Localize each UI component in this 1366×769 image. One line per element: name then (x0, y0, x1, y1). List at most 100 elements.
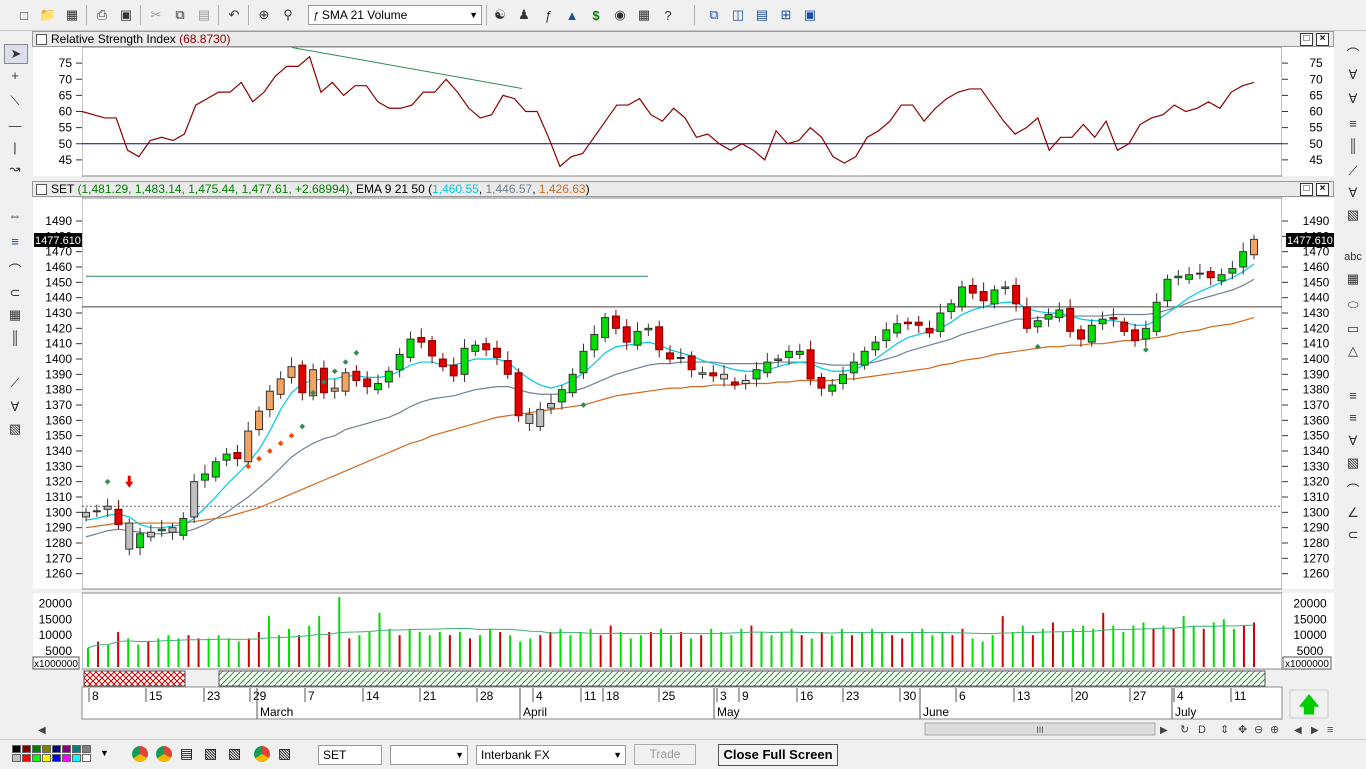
vertical-line-icon[interactable]: | (13, 139, 17, 155)
network-icon[interactable]: ▧ (204, 745, 218, 761)
candle[interactable] (298, 364, 307, 394)
trendline-tool-icon[interactable]: ⟍ (10, 93, 20, 108)
candle[interactable] (958, 286, 966, 308)
crosshair-icon[interactable]: ⊕ (258, 7, 270, 22)
fan-icon[interactable]: ∀ (10, 399, 20, 414)
andrews-icon[interactable]: ∀ (1348, 433, 1358, 448)
candle[interactable] (503, 360, 512, 375)
candle[interactable] (839, 373, 848, 385)
candle[interactable] (384, 370, 393, 383)
tile-grid-icon[interactable]: ⊞ (780, 7, 792, 22)
color-palette[interactable] (12, 745, 98, 763)
candle[interactable] (1044, 314, 1053, 320)
print-preview-icon[interactable]: ▣ (119, 7, 133, 22)
candle[interactable] (179, 517, 188, 536)
grid-icon[interactable]: ▦ (637, 7, 651, 22)
candle[interactable] (774, 358, 783, 362)
palette-swatch[interactable] (52, 754, 61, 762)
daily-period-icon[interactable]: D (1198, 724, 1206, 736)
candle[interactable] (1001, 286, 1010, 289)
candle[interactable] (287, 366, 296, 378)
browser-icon[interactable] (132, 746, 148, 762)
network-icon[interactable]: ▧ (278, 745, 292, 761)
binoculars-icon[interactable]: ◉ (614, 7, 626, 22)
fibonacci-icon[interactable]: ↝ (9, 161, 21, 176)
candle[interactable] (449, 364, 458, 377)
close-icon[interactable]: × (1316, 33, 1329, 46)
browser-icon[interactable] (156, 746, 172, 762)
candle[interactable] (914, 321, 923, 326)
candle[interactable] (157, 528, 166, 532)
palette-swatch[interactable] (42, 745, 51, 753)
candle[interactable] (1217, 274, 1226, 282)
horizontal-line-icon[interactable]: — (8, 117, 22, 133)
candle[interactable] (352, 370, 361, 381)
candle[interactable] (1066, 307, 1075, 332)
indicator-select[interactable]: ƒ SMA 21 Volume ▼ (308, 5, 482, 25)
fib-extension-icon[interactable]: ≡ (1349, 409, 1357, 425)
candle[interactable] (471, 344, 480, 352)
candle[interactable] (1195, 272, 1204, 275)
fan-lines-icon[interactable]: ∀ (1348, 67, 1358, 82)
crosshair-tool-icon[interactable]: + (11, 67, 19, 83)
palette-swatch[interactable] (82, 754, 91, 762)
candle[interactable] (330, 387, 339, 392)
candle[interactable] (1033, 320, 1042, 328)
palette-swatch[interactable] (42, 754, 51, 762)
candle[interactable] (1250, 238, 1258, 256)
scroll-thumb[interactable] (924, 722, 1156, 736)
candle[interactable] (82, 511, 90, 518)
candle[interactable] (363, 378, 372, 388)
candle[interactable] (276, 378, 285, 395)
palette-swatch[interactable] (72, 754, 81, 762)
candle[interactable] (1087, 324, 1096, 343)
candle[interactable] (903, 321, 912, 325)
ray-icon[interactable]: ⟋ (1348, 163, 1358, 178)
candle[interactable] (893, 323, 902, 334)
zoom-icon[interactable]: ⚲ (283, 7, 293, 22)
candle[interactable] (1239, 251, 1248, 268)
candle[interactable] (644, 327, 653, 331)
open-icon[interactable]: 📁 (39, 7, 57, 22)
vertical-zoom-icon[interactable]: ⇕ (1220, 724, 1229, 736)
candle[interactable] (395, 353, 404, 371)
candle[interactable] (601, 317, 610, 339)
indicator-icon[interactable]: ☯ (494, 7, 506, 22)
candle[interactable] (1109, 317, 1118, 320)
palette-swatch[interactable] (12, 745, 21, 753)
candle[interactable] (417, 337, 426, 343)
candle[interactable] (968, 284, 977, 294)
panel-menu-icon[interactable] (36, 184, 47, 195)
palette-swatch[interactable] (22, 754, 31, 762)
refresh-icon[interactable]: ↻ (1180, 724, 1189, 736)
wave-icon[interactable]: ⌒ (1346, 482, 1360, 498)
candle[interactable] (676, 356, 685, 359)
palette-swatch[interactable] (62, 745, 71, 753)
candle[interactable] (309, 369, 318, 397)
feed-combo[interactable]: Interbank FX ▼ (476, 745, 626, 765)
candle[interactable] (698, 372, 707, 375)
arc-lines-icon[interactable]: ∀ (1348, 91, 1358, 106)
panel-menu-icon[interactable] (36, 34, 47, 45)
candle[interactable] (990, 289, 999, 305)
candle[interactable] (752, 369, 761, 380)
palette-swatch[interactable] (72, 745, 81, 753)
pitchfork-icon[interactable]: ⊂ (9, 285, 21, 300)
cycle-lines-icon[interactable]: ║ (1348, 137, 1358, 153)
line-tool-icon[interactable]: ⟋ (10, 375, 20, 390)
candle[interactable] (136, 533, 145, 549)
rsi-trend-line[interactable] (291, 46, 523, 89)
gann-box-icon[interactable]: ▧ (1346, 455, 1360, 470)
network-icon[interactable]: ▧ (228, 745, 242, 761)
scroll-right-icon[interactable]: ▶ (1160, 725, 1168, 736)
help-icon[interactable]: ? (664, 7, 672, 23)
rectangle-icon[interactable]: ▭ (1346, 321, 1360, 336)
symbol-field[interactable]: SET (318, 745, 382, 765)
bars-icon[interactable]: ║ (10, 329, 20, 345)
candle[interactable] (1022, 306, 1031, 329)
paste-icon[interactable]: ▤ (197, 7, 211, 22)
gann-icon[interactable]: ▦ (8, 307, 22, 322)
formula-icon[interactable]: ƒ (544, 7, 552, 23)
fib-retracement-icon[interactable]: ≡ (1349, 387, 1357, 403)
new-icon[interactable]: □ (20, 7, 28, 23)
